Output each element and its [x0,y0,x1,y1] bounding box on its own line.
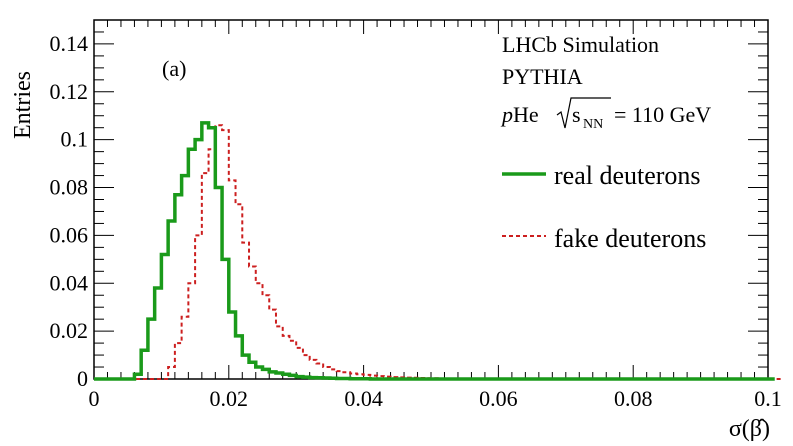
legend-label-real: real deuterons [554,161,701,190]
plot-frame [93,19,769,380]
x-tick-label: 0.02 [210,386,249,411]
x-tick-label: 0 [89,386,100,411]
y-tick-label: 0.1 [61,127,89,152]
x-tick-label: 0.1 [754,386,782,411]
sqrt-s-symbol: s [572,102,581,127]
panel-label: (a) [162,56,186,81]
generator-label: PYTHIA [502,64,583,89]
x-tick-label: 0.04 [344,386,383,411]
sqrt-sign [556,97,611,129]
fake-deuterons-histogram [94,124,782,380]
y-axis-title: Entries [10,71,36,139]
x-axis-title: σ(β̂) [729,416,770,442]
y-tick-label: 0.06 [50,222,89,247]
y-tick-label: 0.12 [50,79,89,104]
y-tick-label: 0.02 [50,318,89,343]
lhcb-simulation-label: LHCb Simulation [502,32,659,57]
collision-system-label: pHe [500,102,539,127]
energy-value: = 110 GeV [614,102,711,127]
y-tick-label: 0.08 [50,175,89,200]
real-deuterons-histogram [94,121,775,381]
tick-labels: 0 0.02 0.04 0.06 0.08 0.1 0 0.02 0.04 0.06 0.08 0.1… [50,31,782,411]
axis-ticks [93,19,769,380]
x-tick-label: 0.08 [614,386,653,411]
y-tick-label: 0.04 [50,270,89,295]
helium-symbol: He [513,102,539,127]
x-tick-label: 0.06 [479,386,518,411]
series-layer [94,121,782,381]
y-tick-label: 0 [77,366,88,391]
nn-subscript: NN [583,117,603,132]
proton-symbol: p [500,102,513,127]
legend-label-fake: fake deuterons [554,224,706,253]
y-tick-label: 0.14 [50,31,89,56]
